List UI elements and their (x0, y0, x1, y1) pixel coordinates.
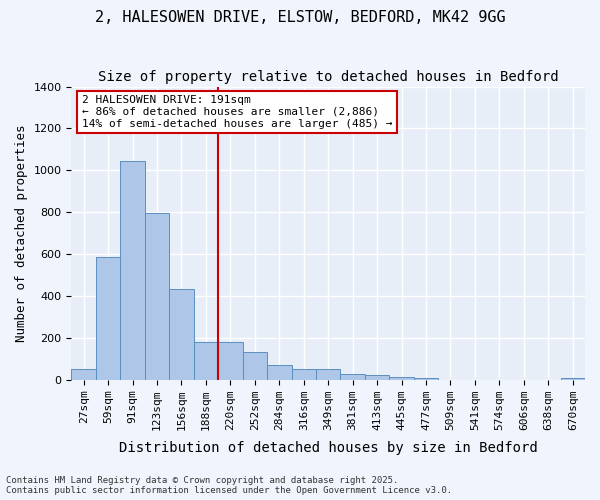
Text: 2, HALESOWEN DRIVE, ELSTOW, BEDFORD, MK42 9GG: 2, HALESOWEN DRIVE, ELSTOW, BEDFORD, MK4… (95, 10, 505, 25)
Bar (389, 376, 414, 380)
Bar (340, 374, 365, 380)
Bar (194, 342, 218, 380)
Text: 2 HALESOWEN DRIVE: 191sqm
← 86% of detached houses are smaller (2,886)
14% of se: 2 HALESOWEN DRIVE: 191sqm ← 86% of detac… (82, 96, 392, 128)
Bar (218, 342, 242, 380)
Bar (169, 288, 194, 380)
Bar (560, 378, 585, 380)
Bar (267, 365, 292, 380)
Bar (242, 352, 267, 380)
Text: Contains HM Land Registry data © Crown copyright and database right 2025.
Contai: Contains HM Land Registry data © Crown c… (6, 476, 452, 495)
Bar (71, 369, 96, 380)
Y-axis label: Number of detached properties: Number of detached properties (15, 124, 28, 342)
Bar (121, 161, 145, 380)
Bar (96, 257, 121, 380)
Bar (365, 376, 389, 380)
Title: Size of property relative to detached houses in Bedford: Size of property relative to detached ho… (98, 70, 559, 84)
Bar (145, 213, 169, 380)
X-axis label: Distribution of detached houses by size in Bedford: Distribution of detached houses by size … (119, 441, 538, 455)
Bar (316, 369, 340, 380)
Bar (292, 369, 316, 380)
Bar (414, 378, 438, 380)
